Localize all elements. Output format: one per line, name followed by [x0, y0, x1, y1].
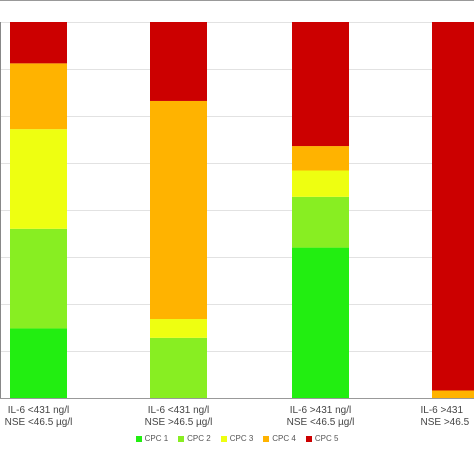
x-tick-label: IL-6 <431 ng/l NSE <46.5 µg/l — [0, 405, 84, 429]
x-tick-label-line: IL-6 <431 ng/l — [7, 405, 70, 416]
bar-segment-cpc-4-3 — [292, 146, 349, 171]
bar-segment-cpc-1-1 — [10, 328, 67, 398]
legend-swatch — [135, 435, 142, 442]
legend-item: CPC 5 — [305, 434, 339, 443]
bar-segment-cpc-3-1 — [10, 129, 67, 229]
legend-label: CPC 3 — [229, 434, 254, 443]
bars — [10, 22, 474, 398]
grid-lines — [0, 22, 474, 399]
bar-segment-cpc-3-2 — [150, 319, 207, 338]
bar-segment-cpc-1-3 — [292, 247, 349, 398]
bar-segment-cpc-2-1 — [10, 228, 67, 329]
bar-segment-cpc-2-3 — [292, 196, 349, 248]
legend-swatch — [263, 435, 270, 442]
x-tick-label-line: IL-6 >431 — [420, 405, 464, 416]
x-tick-label-line: NSE >46.5 µg/l — [144, 417, 213, 428]
x-tick-label-line: IL-6 >431 ng/l — [289, 405, 352, 416]
bar-segment-cpc-5-3 — [292, 22, 349, 147]
legend-item: CPC 3 — [220, 434, 254, 443]
legend-item: CPC 4 — [263, 434, 296, 443]
x-tick-label-line: NSE <46.5 µg/l — [4, 417, 73, 428]
bar-segment-cpc-3-3 — [292, 170, 349, 197]
legend-swatch — [178, 435, 185, 442]
legend-swatch — [305, 435, 312, 442]
bar-segment-cpc-4-2 — [150, 100, 207, 320]
bar-segment-cpc-4-4 — [432, 390, 474, 398]
bar-segment-cpc-5-2 — [150, 22, 207, 101]
legend-label: CPC 1 — [144, 434, 169, 443]
x-tick-label: IL-6 >431 NSE >46.5 — [421, 405, 474, 429]
legend-swatch — [220, 435, 227, 442]
x-tick-label-line: NSE <46.5 µg/l — [286, 417, 355, 428]
legend-label: CPC 5 — [314, 434, 339, 443]
x-tick-label: IL-6 >431 ng/l NSE <46.5 µg/l — [276, 405, 366, 429]
bar-segment-cpc-5-1 — [10, 22, 67, 64]
legend-item: CPC 1 — [135, 434, 169, 443]
legend-item: CPC 2 — [178, 434, 211, 443]
bar-segment-cpc-4-1 — [10, 63, 67, 130]
legend-label: CPC 2 — [187, 434, 211, 443]
x-tick-label-line: NSE >46.5 — [420, 417, 470, 428]
legend-label: CPC 4 — [272, 434, 296, 443]
legend: CPC 1 CPC 2 CPC 3 CPC 4 CPC 5 — [0, 434, 474, 443]
x-tick-label-line: IL-6 <431 ng/l — [147, 405, 210, 416]
bar-segment-cpc-5-4 — [432, 22, 474, 391]
bar-segment-cpc-2-2 — [150, 337, 207, 398]
x-tick-label: IL-6 <431 ng/l NSE >46.5 µg/l — [134, 405, 224, 429]
